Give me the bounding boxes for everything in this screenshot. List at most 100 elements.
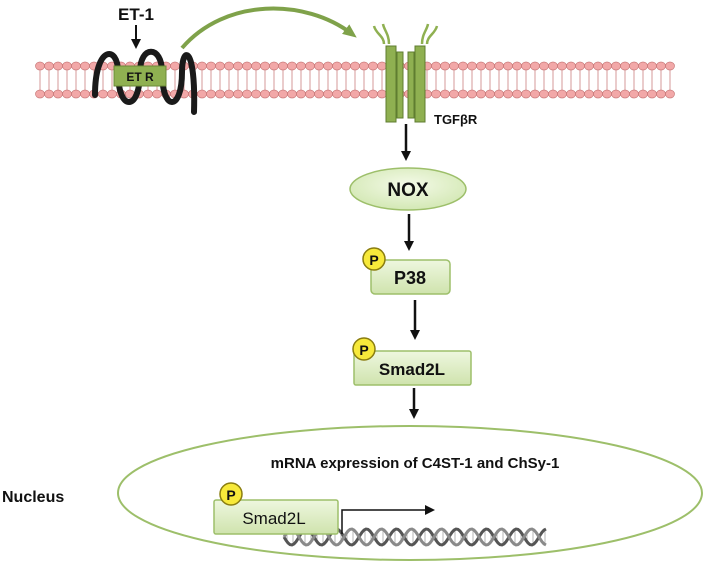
lipid-head xyxy=(53,89,63,99)
lipid-head xyxy=(629,89,639,99)
lipid-head xyxy=(269,61,279,71)
lipid-head xyxy=(251,61,261,71)
lipid-head xyxy=(494,61,504,71)
lipid-head xyxy=(584,61,594,71)
lipid-head xyxy=(44,89,54,99)
lipid-head xyxy=(602,89,612,99)
lipid-head xyxy=(620,89,630,99)
lipid-head xyxy=(485,89,495,99)
lipid-head xyxy=(107,89,117,99)
tgfbeta-receptor-right-inner xyxy=(407,51,415,119)
dna-strand-b xyxy=(282,527,547,547)
tgfbeta-receptor-left-inner xyxy=(396,51,404,119)
lipid-head xyxy=(197,89,207,99)
nox-node xyxy=(349,167,467,211)
smad2l-label: Smad2L xyxy=(379,360,445,379)
tgfbeta-receptor-ectodomain xyxy=(372,23,439,45)
nuclear-smad2l-phospho-badge xyxy=(219,482,243,506)
p38-node xyxy=(370,259,451,295)
lipid-head xyxy=(656,89,666,99)
lipid-head xyxy=(62,61,72,71)
lipid-head xyxy=(242,61,252,71)
lipid-head xyxy=(440,61,450,71)
lipid-head xyxy=(593,61,603,71)
lipid-head xyxy=(548,89,558,99)
lipid-head xyxy=(467,61,477,71)
lipid-head xyxy=(332,61,342,71)
lipid-head xyxy=(170,61,180,71)
lipid-head xyxy=(656,61,666,71)
lipid-head xyxy=(530,89,540,99)
nucleus-envelope xyxy=(117,425,703,561)
lipid-head xyxy=(476,61,486,71)
lipid-head xyxy=(98,89,108,99)
lipid-head xyxy=(143,89,153,99)
tgfbeta-receptor-right-outer xyxy=(414,45,426,123)
nuclear-smad2l-phospho-label: P xyxy=(226,487,235,503)
lipid-head xyxy=(35,89,45,99)
lipid-head xyxy=(350,61,360,71)
et-1-label: ET-1 xyxy=(118,5,154,24)
lipid-head xyxy=(602,61,612,71)
lipid-head xyxy=(512,89,522,99)
lipid-head xyxy=(521,89,531,99)
lipid-head xyxy=(539,61,549,71)
lipid-head xyxy=(449,61,459,71)
lipid-head xyxy=(665,61,675,71)
mrna-expression-label: mRNA expression of C4ST-1 and ChSy-1 xyxy=(271,455,560,472)
lipid-head xyxy=(377,61,387,71)
tgfbeta-receptor-left-outer xyxy=(385,45,397,123)
lipid-head xyxy=(458,89,468,99)
lipid-head xyxy=(287,61,297,71)
smad2l-phospho-badge xyxy=(352,337,376,361)
lipid-head xyxy=(575,61,585,71)
lipid-head xyxy=(260,61,270,71)
lipid-head xyxy=(80,89,90,99)
lipid-head xyxy=(53,61,63,71)
et-receptor-box xyxy=(113,65,167,87)
lipid-head xyxy=(557,89,567,99)
lipid-head xyxy=(530,61,540,71)
lipid-head xyxy=(233,61,243,71)
et-receptor-label: ET R xyxy=(126,70,154,84)
lipid-head xyxy=(611,61,621,71)
p38-label: P38 xyxy=(394,268,426,288)
lipid-head xyxy=(35,61,45,71)
dna-strand-a xyxy=(282,527,547,547)
lipid-head xyxy=(503,61,513,71)
transcription-start-arrow xyxy=(341,505,435,534)
lipid-head xyxy=(323,89,333,99)
nox-label: NOX xyxy=(387,180,429,201)
nuclear-smad2l-label: Smad2L xyxy=(242,509,305,528)
lipid-head xyxy=(377,89,387,99)
lipid-head xyxy=(584,89,594,99)
lipid-head xyxy=(152,89,162,99)
lipid-head xyxy=(620,61,630,71)
lipid-head xyxy=(278,61,288,71)
lipid-head xyxy=(314,89,324,99)
lipid-head xyxy=(521,61,531,71)
lipid-head xyxy=(251,89,261,99)
lipid-head xyxy=(539,89,549,99)
lipid-head xyxy=(314,61,324,71)
lipid-head xyxy=(359,89,369,99)
lipid-head xyxy=(512,61,522,71)
lipid-head xyxy=(197,61,207,71)
lipid-head xyxy=(296,89,306,99)
lipid-head xyxy=(431,89,441,99)
lipid-head xyxy=(629,61,639,71)
lipid-head xyxy=(575,89,585,99)
lipid-head xyxy=(566,61,576,71)
lipid-head xyxy=(215,89,225,99)
lipid-head xyxy=(233,89,243,99)
lipid-head xyxy=(332,89,342,99)
lipid-head xyxy=(503,89,513,99)
lipid-head xyxy=(476,89,486,99)
lipid-head xyxy=(287,89,297,99)
lipid-head xyxy=(665,89,675,99)
smad2l-phospho-label: P xyxy=(359,342,368,358)
lipid-head xyxy=(260,89,270,99)
smad2l-node xyxy=(353,350,472,386)
lipid-head xyxy=(440,89,450,99)
